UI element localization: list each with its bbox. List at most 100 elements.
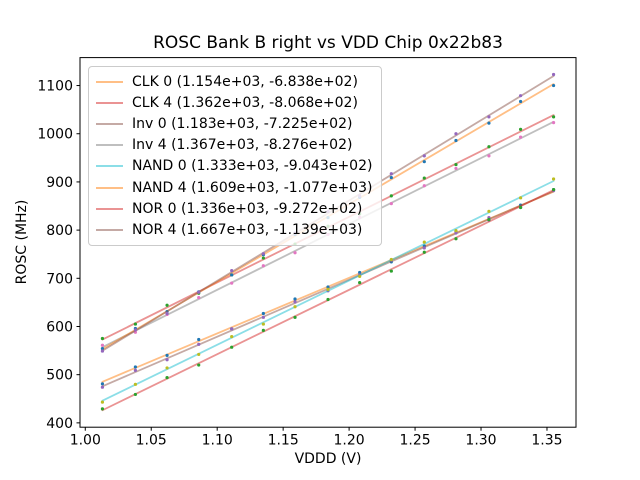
scatter-point: [358, 274, 362, 278]
x-tick-label: 1.35: [531, 433, 562, 449]
legend-row: NAND 4 (1.609e+03, -1.077e+03): [96, 177, 372, 198]
scatter-point: [293, 297, 297, 301]
scatter-point: [454, 166, 458, 171]
scatter-point: [230, 327, 234, 331]
scatter-point: [454, 237, 458, 241]
scatter-point: [518, 127, 523, 131]
legend-line-swatch: [96, 144, 123, 147]
y-tick-label: 1000: [37, 127, 73, 143]
scatter-point: [133, 382, 138, 386]
y-tick-label: 1100: [37, 79, 73, 95]
scatter-point: [100, 400, 105, 404]
legend-label: Inv 0 (1.183e+03, -7.225e+02): [132, 115, 353, 132]
scatter-point: [454, 132, 458, 136]
scatter-point: [133, 322, 138, 326]
scatter-point: [197, 352, 201, 357]
scatter-point: [133, 328, 138, 332]
scatter-point: [487, 121, 491, 125]
scatter-point: [197, 295, 201, 300]
scatter-point: [454, 138, 458, 143]
scatter-point: [422, 160, 426, 164]
scatter-point: [551, 177, 556, 181]
scatter-point: [389, 257, 393, 262]
legend-line-swatch: [96, 207, 123, 210]
scatter-point: [133, 365, 138, 369]
scatter-point: [230, 273, 234, 277]
scatter-point: [197, 290, 201, 294]
x-tick-label: 1.10: [202, 433, 233, 449]
scatter-point: [100, 343, 105, 347]
scatter-point: [100, 349, 105, 353]
legend-label: NOR 4 (1.667e+03, -1.139e+03): [132, 221, 363, 238]
legend-line-swatch: [96, 228, 123, 231]
scatter-point: [551, 83, 556, 88]
scatter-point: [165, 375, 169, 380]
scatter-point: [551, 121, 556, 125]
x-tick-label: 1.15: [268, 433, 299, 449]
scatter-point: [326, 297, 330, 302]
legend-line-swatch: [96, 122, 123, 125]
scatter-point: [261, 311, 265, 316]
legend-line-swatch: [96, 165, 123, 168]
scatter-point: [133, 368, 138, 372]
scatter-point: [165, 358, 169, 362]
scatter-point: [165, 366, 169, 370]
legend-row: Inv 0 (1.183e+03, -7.225e+02): [96, 113, 372, 134]
scatter-point: [454, 231, 458, 235]
scatter-point: [293, 300, 297, 304]
scatter-point: [551, 72, 556, 77]
scatter-point: [165, 311, 169, 316]
x-tick-label: 1.30: [465, 433, 496, 449]
scatter-point: [422, 176, 426, 180]
scatter-point: [261, 264, 265, 268]
legend-label: Inv 4 (1.367e+03, -8.276e+02): [132, 137, 353, 154]
scatter-point: [100, 382, 105, 386]
y-axis-label: ROSC (MHz): [14, 199, 30, 285]
scatter-point: [100, 385, 105, 389]
scatter-point: [422, 240, 426, 244]
scatter-point: [100, 407, 105, 411]
scatter-point: [422, 154, 426, 158]
scatter-point: [389, 172, 393, 176]
scatter-point: [551, 115, 556, 119]
legend-label: NAND 4 (1.609e+03, -1.077e+03): [132, 179, 373, 196]
scatter-point: [358, 281, 362, 285]
legend-label: CLK 4 (1.362e+03, -8.068e+02): [132, 94, 358, 111]
scatter-point: [230, 345, 234, 349]
legend-row: Inv 4 (1.367e+03, -8.276e+02): [96, 135, 372, 156]
scatter-point: [197, 337, 201, 342]
scatter-point: [326, 287, 330, 291]
legend-line-swatch: [96, 80, 123, 83]
scatter-point: [454, 162, 458, 167]
scatter-point: [261, 328, 265, 332]
y-tick-label: 400: [46, 416, 73, 432]
scatter-point: [293, 251, 297, 255]
scatter-point: [487, 154, 491, 158]
legend-row: NOR 4 (1.667e+03, -1.139e+03): [96, 219, 372, 240]
y-tick-label: 900: [46, 175, 73, 191]
scatter-point: [422, 246, 426, 250]
scatter-point: [454, 228, 458, 233]
scatter-point: [487, 209, 491, 213]
y-tick-label: 600: [46, 319, 73, 335]
scatter-point: [197, 363, 201, 367]
legend-line-swatch: [96, 101, 123, 104]
scatter-point: [389, 269, 393, 273]
legend-line-swatch: [96, 186, 123, 189]
scatter-point: [293, 315, 297, 319]
scatter-point: [358, 270, 362, 275]
scatter-point: [230, 281, 234, 285]
scatter-point: [261, 322, 265, 326]
scatter-point: [100, 336, 105, 341]
chart-title: ROSC Bank B right vs VDD Chip 0x22b83: [153, 33, 503, 53]
scatter-point: [197, 342, 201, 346]
legend-label: CLK 0 (1.154e+03, -6.838e+02): [132, 73, 358, 90]
x-tick-label: 1.00: [70, 433, 101, 449]
y-tick-label: 800: [46, 223, 73, 239]
scatter-point: [133, 392, 138, 397]
legend-row: NAND 0 (1.333e+03, -9.043e+02): [96, 156, 372, 177]
scatter-point: [389, 194, 393, 198]
scatter-point: [389, 202, 393, 206]
scatter-point: [230, 335, 234, 339]
